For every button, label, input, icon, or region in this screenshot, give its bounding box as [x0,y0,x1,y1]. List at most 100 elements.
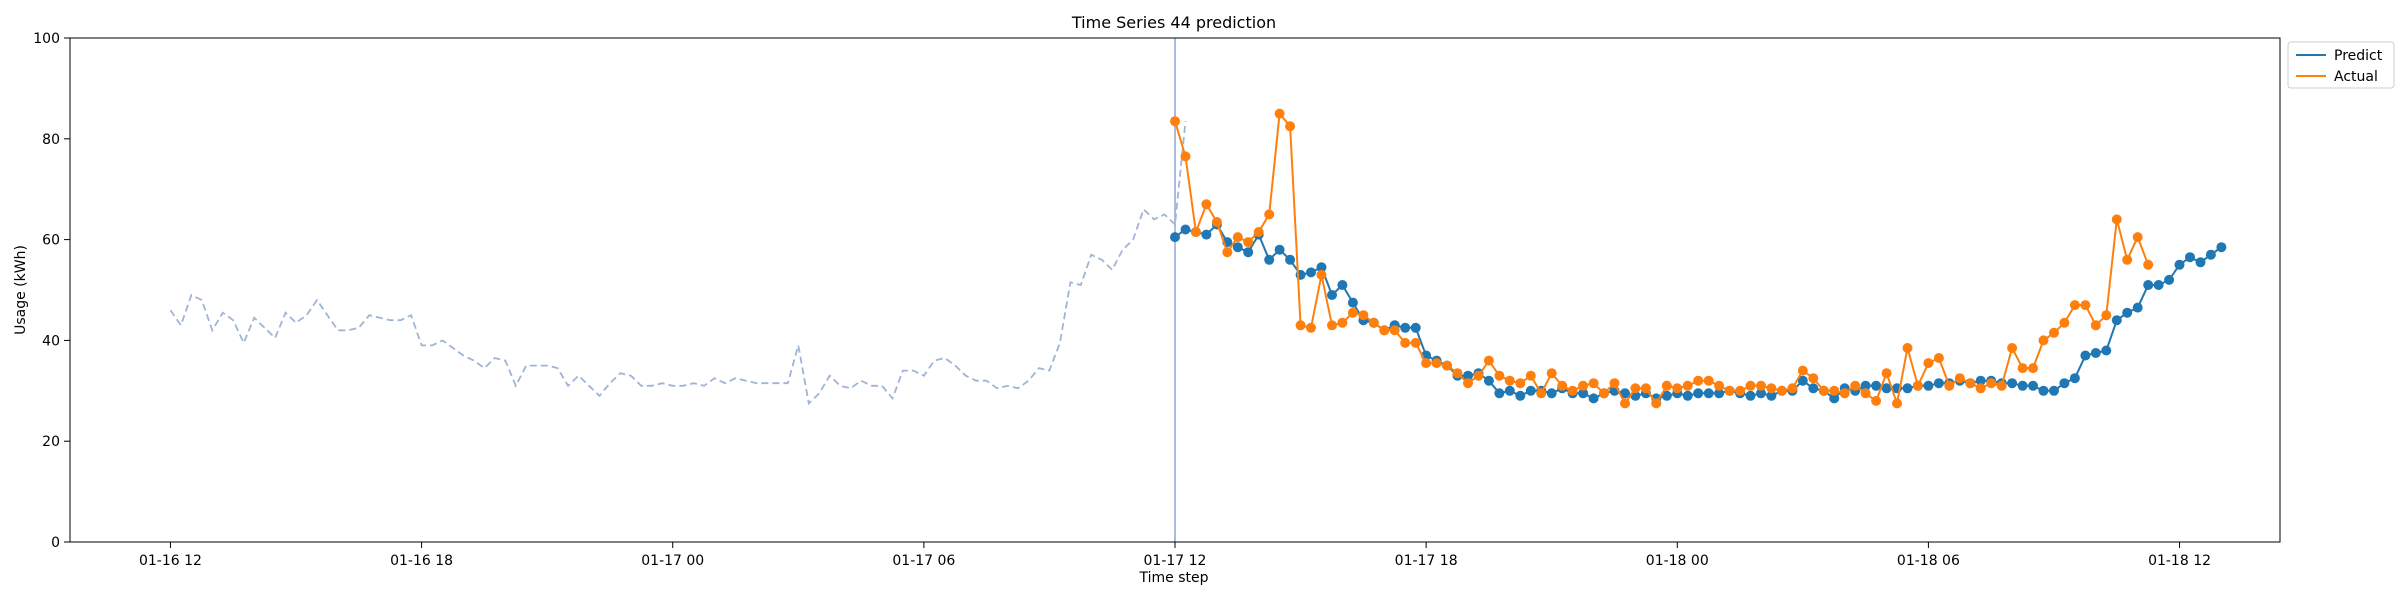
predict-point [2185,252,2195,263]
actual-point [1285,121,1296,132]
predict-point [1264,254,1275,265]
actual-point [1703,375,1714,386]
history-line [169,121,1187,406]
predict-point [2174,259,2185,270]
predict-point [1829,393,1840,404]
predict-point [1881,383,1892,394]
actual-point [1745,380,1756,391]
predict-point [2195,257,2206,268]
actual-point [1211,217,1222,227]
predict-point [1871,380,1882,391]
legend-label-actual: Actual [2334,69,2378,85]
actual-point [1735,385,1746,396]
actual-point [1965,378,1976,389]
actual-point [2080,300,2091,311]
actual-point [1483,355,1494,366]
actual-point [2101,310,2112,321]
actual-point [1808,373,1819,384]
actual-point [2143,259,2154,270]
actual-point [1253,227,1264,237]
actual-point [1358,310,1369,321]
predict-point [1546,388,1557,399]
actual-point [1557,380,1568,391]
actual-point [2038,335,2049,346]
actual-point [1536,388,1547,399]
predict-point [1923,380,1934,391]
actual-point [1222,247,1233,258]
x-tick-label: 01-16 12 [139,553,202,569]
chart-title: Time Series 44 prediction [1071,13,1276,32]
actual-point [1421,358,1432,369]
predict-point [1860,380,1871,391]
actual-point [1923,358,1934,369]
x-tick-label: 01-17 12 [1144,553,1207,569]
predict-point [1714,388,1725,399]
predict-point [1661,390,1672,401]
actual-point [1347,307,1358,318]
actual-point [1766,383,1777,394]
actual-point [1337,317,1348,328]
actual-point [1546,368,1557,379]
x-axis-label: Time step [1139,570,1209,586]
predict-point [1525,385,1536,396]
actual-point [1933,353,1944,363]
predict-point [2122,307,2133,318]
actual-point [1567,385,1578,396]
predict-point [1693,388,1704,399]
actual-point [1756,380,1766,391]
actual-point [1578,380,1589,391]
actual-point [1473,370,1484,381]
x-tick-label: 01-17 00 [641,553,704,569]
predict-point [1180,224,1191,235]
actual-point [1609,378,1620,389]
actual-line [1174,111,2150,408]
predict-point [1316,262,1327,273]
actual-point [1944,380,1955,391]
actual-point [2132,232,2143,243]
predict-point [1902,383,1913,394]
actual-point [1651,398,1662,409]
actual-point [1630,383,1641,394]
actual-point [2059,317,2070,328]
actual-point [1892,398,1902,409]
predict-point [2153,280,2164,290]
predict-point [1400,322,1411,333]
predict-point [1620,388,1630,399]
actual-point [1724,385,1735,396]
actual-point [1295,320,1306,331]
y-tick-label: 40 [42,333,60,349]
predict-point [1808,383,1819,394]
actual-point [1818,385,1829,396]
actual-point [1232,232,1243,243]
predict-point [2132,302,2143,313]
actual-point [1588,378,1599,389]
legend-label-predict: Predict [2334,48,2383,64]
forecast-series [1170,108,2227,409]
actual-point [1452,368,1463,379]
actual-point [1431,358,1442,369]
predict-point [1337,280,1348,290]
actual-point [1787,383,1798,394]
actual-point [1274,108,1285,119]
actual-point [1829,385,1840,396]
actual-point [1682,380,1693,391]
actual-point [1620,398,1630,409]
actual-point [1389,325,1400,336]
predict-point [1588,393,1599,404]
predict-point [1232,242,1243,253]
axes: 01-16 12 01-16 18 01-17 00 01-17 06 01-17 12… [33,31,2281,569]
actual-point [1515,378,1526,389]
actual-point [1714,380,1725,391]
actual-point [1306,322,1316,333]
predict-point [1703,388,1714,399]
actual-point [1316,269,1327,280]
predict-point [1933,378,1944,389]
actual-point [1661,380,1672,391]
actual-point [2069,300,2080,311]
actual-point [1640,383,1651,394]
actual-point [2090,320,2101,331]
actual-point [1410,337,1421,348]
actual-point [1243,237,1254,248]
predict-point [1306,267,1316,278]
